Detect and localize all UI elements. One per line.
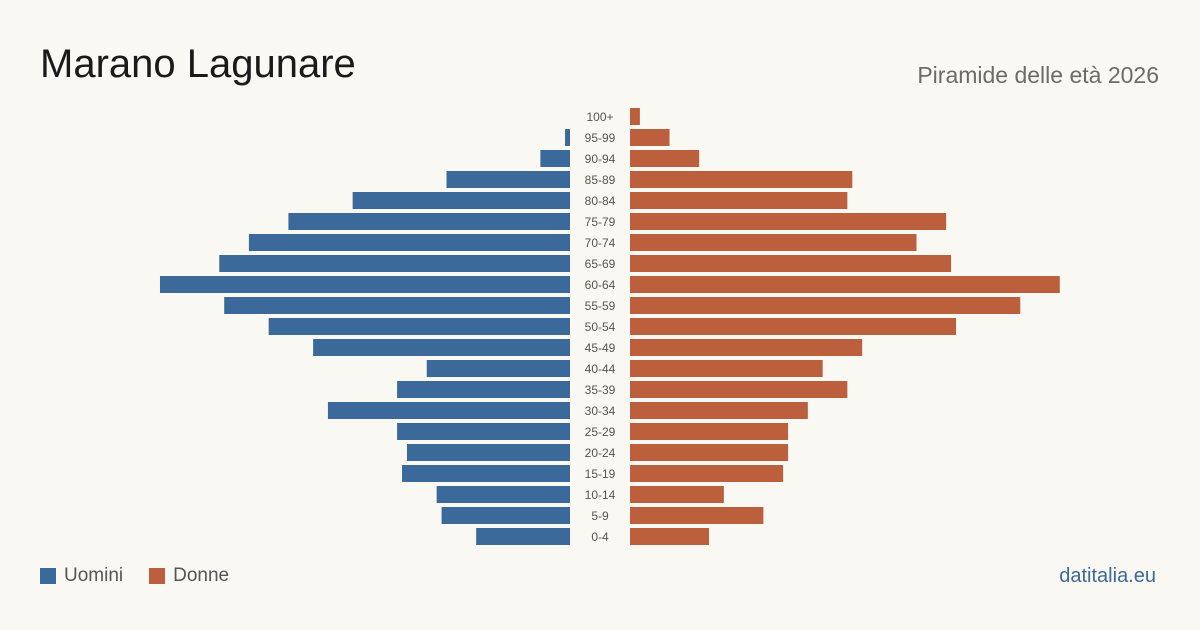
age-label-15-19: 15-19 — [585, 467, 616, 481]
bar-women-10-14 — [630, 486, 724, 503]
bar-women-45-49 — [630, 339, 863, 356]
bar-women-90-94 — [630, 150, 700, 167]
bar-men-35-39 — [397, 381, 570, 398]
age-label-30-34: 30-34 — [585, 404, 616, 418]
bar-women-0-4 — [630, 528, 710, 545]
chart-subtitle: Piramide delle età 2026 — [917, 62, 1159, 88]
age-label-35-39: 35-39 — [585, 383, 616, 397]
bar-women-70-74 — [630, 234, 917, 251]
bar-women-50-54 — [630, 318, 957, 335]
age-label-20-24: 20-24 — [585, 446, 616, 460]
bar-women-20-24 — [630, 444, 789, 461]
age-label-60-64: 60-64 — [585, 278, 616, 292]
bar-women-75-79 — [630, 213, 947, 230]
legend-item-women: Donne — [149, 565, 229, 587]
age-label-85-89: 85-89 — [585, 173, 616, 187]
age-label-10-14: 10-14 — [585, 488, 616, 502]
age-label-25-29: 25-29 — [585, 425, 616, 439]
age-label-70-74: 70-74 — [585, 236, 616, 250]
bar-men-80-84 — [352, 192, 570, 209]
chart-legend: Uomini Donne — [40, 565, 255, 587]
bar-women-80-84 — [630, 192, 848, 209]
bar-women-65-69 — [630, 255, 952, 272]
bar-women-55-59 — [630, 297, 1021, 314]
age-label-55-59: 55-59 — [585, 299, 616, 313]
age-label-80-84: 80-84 — [585, 194, 616, 208]
bar-women-95-99 — [630, 129, 670, 146]
age-label-0-4: 0-4 — [591, 530, 609, 544]
age-label-90-94: 90-94 — [585, 152, 616, 166]
bar-men-95-99 — [565, 129, 570, 146]
age-label-75-79: 75-79 — [585, 215, 616, 229]
bar-women-85-89 — [630, 171, 853, 188]
age-label-40-44: 40-44 — [585, 362, 616, 376]
bar-women-60-64 — [630, 276, 1060, 293]
bar-men-50-54 — [268, 318, 570, 335]
bar-men-40-44 — [426, 360, 570, 377]
bar-men-5-9 — [441, 507, 570, 524]
legend-label-women: Donne — [173, 565, 230, 586]
bar-men-90-94 — [540, 150, 570, 167]
bar-women-30-34 — [630, 402, 808, 419]
bar-women-25-29 — [630, 423, 789, 440]
age-label-50-54: 50-54 — [585, 320, 616, 334]
legend-item-men: Uomini — [40, 565, 123, 587]
bar-men-55-59 — [224, 297, 570, 314]
legend-swatch-men — [40, 568, 56, 584]
bar-men-75-79 — [288, 213, 570, 230]
age-label-100+: 100+ — [586, 110, 613, 124]
bar-women-100+ — [630, 108, 640, 125]
bar-men-45-49 — [313, 339, 570, 356]
bar-men-20-24 — [406, 444, 570, 461]
legend-swatch-women — [149, 568, 166, 584]
bar-men-30-34 — [327, 402, 570, 419]
bar-women-40-44 — [630, 360, 823, 377]
age-label-65-69: 65-69 — [585, 257, 616, 271]
bar-men-25-29 — [397, 423, 570, 440]
bar-men-0-4 — [476, 528, 570, 545]
page-title: Marano Lagunare — [40, 42, 356, 86]
bar-women-5-9 — [630, 507, 764, 524]
bar-women-35-39 — [630, 381, 848, 398]
age-label-95-99: 95-99 — [585, 131, 616, 145]
bar-men-65-69 — [219, 255, 570, 272]
bar-men-70-74 — [248, 234, 570, 251]
age-label-45-49: 45-49 — [585, 341, 616, 355]
legend-label-men: Uomini — [64, 565, 124, 586]
bar-women-15-19 — [630, 465, 784, 482]
bar-men-10-14 — [436, 486, 570, 503]
bar-men-15-19 — [402, 465, 570, 482]
age-label-5-9: 5-9 — [591, 509, 609, 523]
bar-men-85-89 — [446, 171, 570, 188]
brand-link[interactable]: datitalia.eu — [1059, 565, 1156, 587]
bar-men-60-64 — [159, 276, 571, 293]
